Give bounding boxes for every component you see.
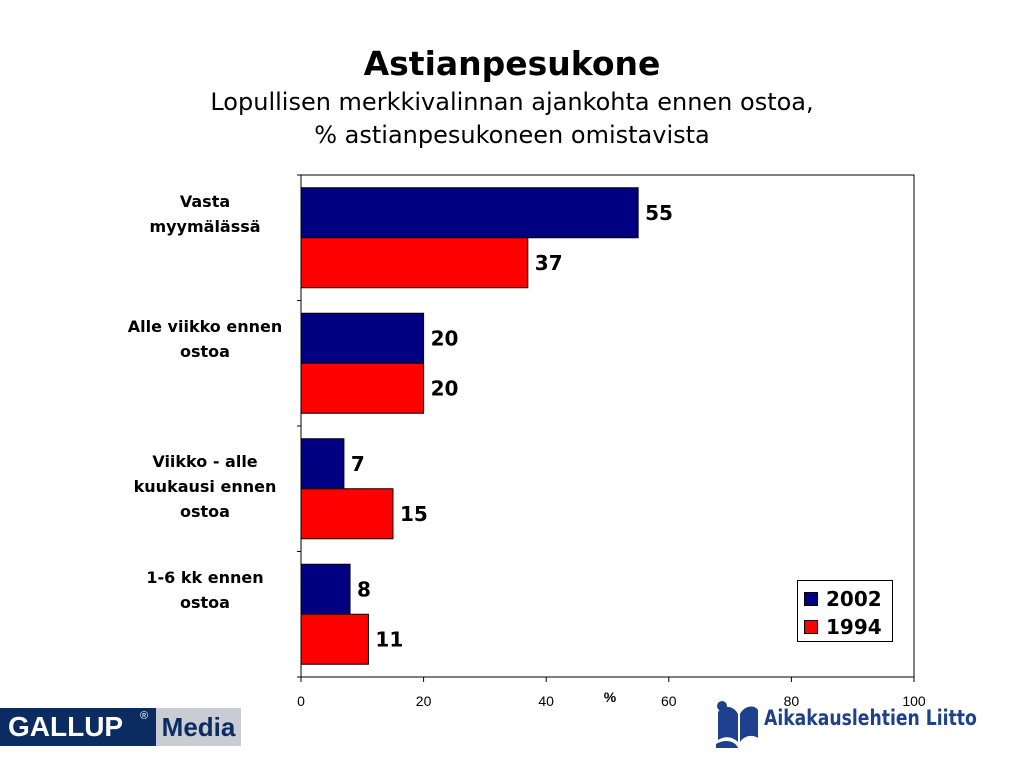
x-tick-label: 20 xyxy=(415,693,432,709)
data-label-2002-3: 7 xyxy=(351,452,365,476)
category-label-4: 1-6 kk ennen ostoa xyxy=(120,565,290,615)
bar-2002-1 xyxy=(300,187,639,239)
data-label-2002-4: 8 xyxy=(357,577,371,601)
chart-title: Astianpesukone xyxy=(363,44,661,83)
category-label-2: Alle viikko ennen ostoa xyxy=(120,314,290,364)
category-label-line: Viikko - alle xyxy=(152,452,258,472)
data-label-1994-1: 37 xyxy=(535,251,563,275)
legend-label-2002: 2002 xyxy=(826,587,882,611)
category-label-line: kuukausi ennen xyxy=(133,477,277,497)
bar-1994-4 xyxy=(300,613,369,665)
x-tick-label: 60 xyxy=(661,693,677,709)
data-label-1994-4: 11 xyxy=(375,627,403,651)
bar-1994-1 xyxy=(300,237,529,289)
x-tick-label: 40 xyxy=(538,693,554,709)
chart-legend: 2002 1994 xyxy=(797,580,893,642)
x-tick-label: 100 xyxy=(902,693,926,709)
legend-swatch-1994 xyxy=(804,620,818,634)
data-label-2002-2: 20 xyxy=(431,326,459,350)
legend-label-1994: 1994 xyxy=(826,615,882,639)
category-label-line: ostoa xyxy=(180,342,230,362)
bar-1994-3 xyxy=(300,488,394,540)
bar-2002-4 xyxy=(300,563,351,615)
chart-subtitle-line-2: % astianpesukoneen omistavista xyxy=(314,121,710,149)
x-tick-label: 80 xyxy=(783,693,800,709)
category-label-line: 1-6 kk ennen xyxy=(146,568,264,588)
x-axis-label: % xyxy=(603,689,617,705)
liitto-wordmark: Aikakauslehtien Liitto xyxy=(764,706,977,730)
category-label-line: Vasta xyxy=(179,191,231,211)
legend-swatch-2002 xyxy=(804,592,818,606)
registered-mark: ® xyxy=(140,710,149,722)
data-label-1994-2: 20 xyxy=(431,376,459,400)
category-label-line: myymälässä xyxy=(149,216,261,236)
gallup-wordmark: GALLUP xyxy=(0,708,156,746)
data-label-2002-1: 55 xyxy=(645,201,673,225)
x-tick-label: 0 xyxy=(297,693,305,709)
bar-2002-3 xyxy=(300,438,345,490)
category-label-1: Vasta myymälässä xyxy=(120,189,290,239)
bar-1994-2 xyxy=(300,362,425,414)
book-icon xyxy=(716,701,758,748)
chart-subtitle-line-1: Lopullisen merkkivalinnan ajankohta enne… xyxy=(210,88,814,116)
data-label-1994-3: 15 xyxy=(400,502,428,526)
category-label-3: Viikko - alle kuukausi ennen ostoa xyxy=(120,449,290,524)
bar-2002-2 xyxy=(300,312,425,364)
aikakauslehtien-liitto-logo: Aikakauslehtien Liitto xyxy=(712,698,982,750)
category-label-line: ostoa xyxy=(180,502,230,522)
media-wordmark: Media xyxy=(156,708,241,746)
gallup-media-logo: GALLUP ® Media xyxy=(0,708,241,746)
category-label-line: Alle viikko ennen xyxy=(127,317,283,337)
category-label-line: ostoa xyxy=(180,593,230,613)
